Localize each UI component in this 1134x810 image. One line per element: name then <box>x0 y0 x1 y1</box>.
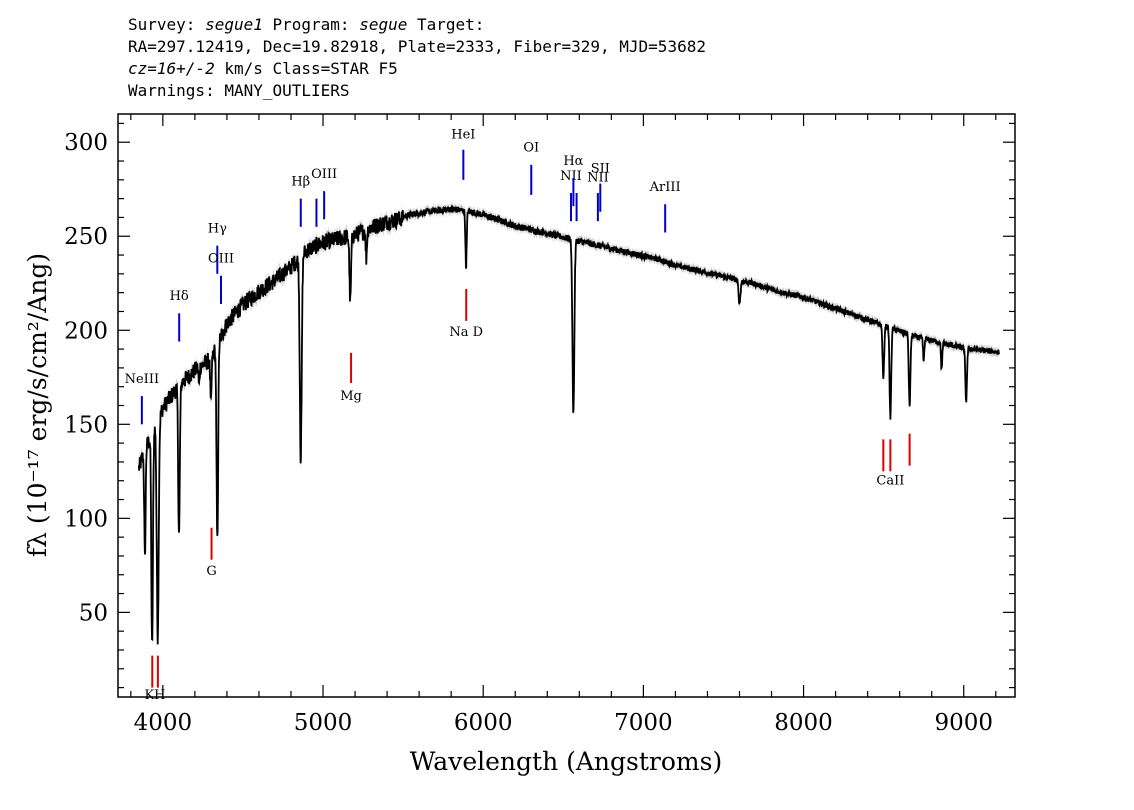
y-tick-label: 250 <box>64 224 108 250</box>
emission-line-label: NII <box>560 169 582 184</box>
y-axis-label: fλ (10⁻¹⁷ erg/s/cm²/Ang) <box>23 253 52 557</box>
emission-line-label: SII <box>591 161 610 176</box>
redshift-value: cz=16+/-2 <box>128 59 215 78</box>
line-markers: NeIIIHδHγOIIIHβOIIIHeIOINIIHαNIISIIArIII… <box>125 127 911 703</box>
header-line-4: Warnings: MANY_OUTLIERS <box>128 81 350 100</box>
x-axis-label: Wavelength (Angstroms) <box>410 747 722 776</box>
emission-line-label: HeI <box>451 127 475 142</box>
x-tick-label: 9000 <box>934 710 993 736</box>
y-tick-label: 300 <box>64 130 108 156</box>
y-tick-label: 200 <box>64 318 108 344</box>
absorption-line-label: CaII <box>876 473 904 488</box>
y-axis-ticks: 50 100 150 200 250 300 <box>64 122 1015 689</box>
program-name: segue <box>359 15 408 34</box>
absorption-line-label: KH <box>144 688 165 703</box>
emission-line-label: ArIII <box>649 180 681 195</box>
header-line-3: cz=16+/-2 km/s Class=STAR F5 <box>128 59 398 78</box>
x-tick-label: 7000 <box>614 710 673 736</box>
emission-line-label: OIII <box>311 167 337 182</box>
absorption-line-label: Na D <box>449 325 483 340</box>
emission-line-label: Hβ <box>291 174 310 189</box>
header-line-2: RA=297.12419, Dec=19.82918, Plate=2333, … <box>128 37 706 56</box>
absorption-line-label: Mg <box>340 389 362 404</box>
x-tick-label: 4000 <box>134 710 193 736</box>
emission-line-label: NII <box>587 171 609 186</box>
emission-line-label: Hδ <box>170 289 189 304</box>
emission-line-label: Hγ <box>208 221 227 236</box>
plot-frame <box>117 113 1016 698</box>
spectrum-line <box>137 204 1000 645</box>
error-band <box>138 202 1000 651</box>
absorption-line-label: G <box>206 564 216 579</box>
spectrum-header: Survey: segue1 Program: segue Target: RA… <box>128 14 706 102</box>
emission-line-label: OI <box>523 141 539 156</box>
x-tick-label: 5000 <box>294 710 353 736</box>
x-axis-ticks: 4000 5000 6000 7000 8000 9000 <box>130 114 997 736</box>
header-line-1: Survey: segue1 Program: segue Target: <box>128 15 485 34</box>
x-tick-label: 6000 <box>454 710 513 736</box>
y-tick-label: 150 <box>64 412 108 438</box>
survey-name: segue1 <box>205 15 263 34</box>
error-band-area <box>138 202 1000 651</box>
spectrum-path <box>137 204 1000 645</box>
emission-line-label: NeIII <box>125 372 159 387</box>
y-tick-label: 50 <box>79 600 108 626</box>
emission-line-label: OIII <box>208 252 234 267</box>
y-tick-label: 100 <box>64 506 108 532</box>
x-tick-label: 8000 <box>774 710 833 736</box>
emission-line-label: Hα <box>563 154 583 169</box>
